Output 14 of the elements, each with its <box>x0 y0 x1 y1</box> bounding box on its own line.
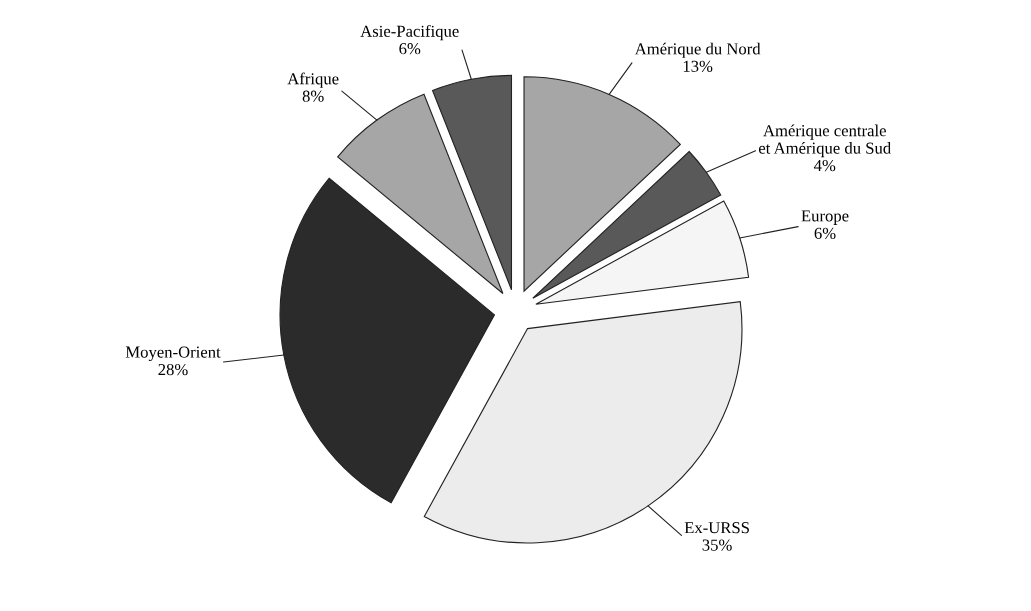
legend-label: Ex-URSS <box>684 522 749 534</box>
slice-label: Moyen-Orient <box>125 346 221 362</box>
data-label: 35% <box>702 539 732 551</box>
slice-label: Asie-Pacifique <box>360 24 459 41</box>
data-label: 8% <box>302 90 324 102</box>
slice-label: Amérique du Nord <box>634 42 761 58</box>
data-label: 13% <box>683 60 713 72</box>
slice-label: Europe <box>801 210 849 225</box>
slice-label: Amérique centrale et Amérique du Sud <box>758 124 891 158</box>
data-label: 28% <box>158 363 188 376</box>
data-label: 4% <box>813 159 836 172</box>
data-label: 6% <box>399 43 421 55</box>
data-label: 6% <box>814 227 836 239</box>
slice-label: Afrique <box>287 72 339 88</box>
